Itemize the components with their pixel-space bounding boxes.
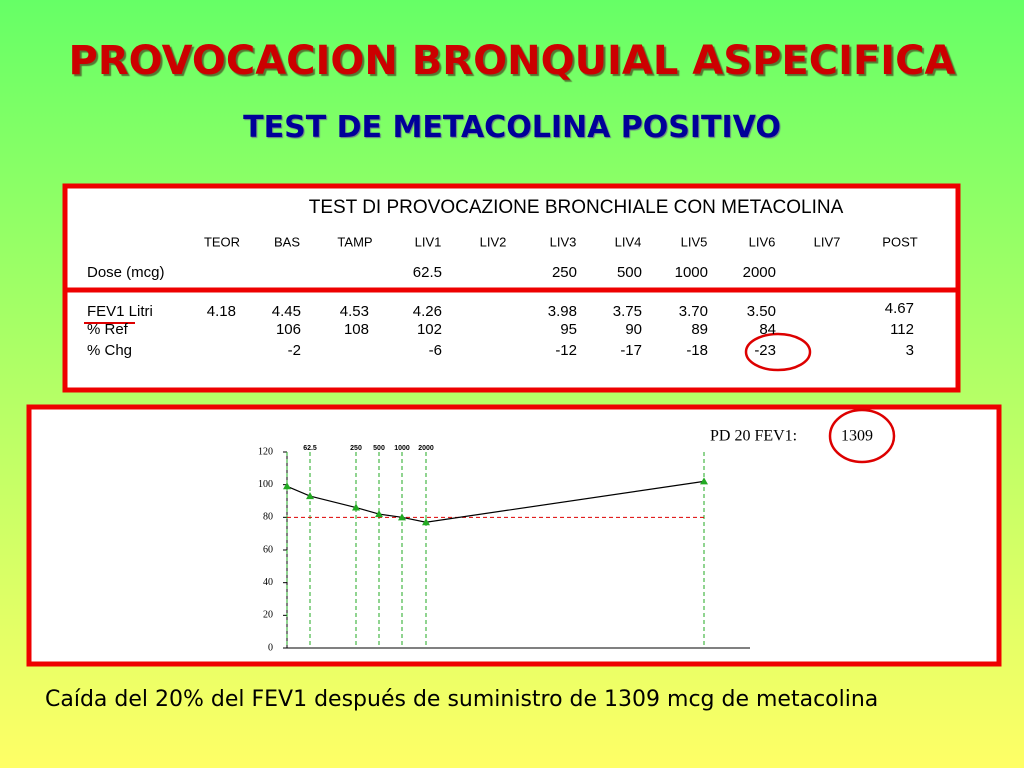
column-header: LIV6 [749,234,776,249]
slide-subtitle: TEST DE METACOLINA POSITIVO [243,110,781,145]
table-cell: 62.5 [413,264,442,281]
table-cell: -23 [754,342,776,359]
table-cell: 3.98 [548,303,577,320]
x-tick-label: 500 [373,445,385,452]
column-header: BAS [274,234,300,249]
table-title: TEST DI PROVOCAZIONE BRONCHIALE CON META… [309,197,844,218]
x-tick-label: 1000 [394,445,410,452]
table-cell: 250 [552,264,577,281]
table-cell: 4.45 [272,303,301,320]
y-tick-label: 120 [258,446,273,457]
y-tick-label: 60 [263,544,273,555]
row-label: % Ref [87,321,129,338]
table-cell: 3.70 [679,303,708,320]
data-marker [375,510,383,518]
row-label: % Chg [87,342,132,359]
data-marker [283,482,291,490]
table-cell: 3 [906,342,914,359]
table-cell: -12 [555,342,577,359]
caption: Caída del 20% del FEV1 después de sumini… [45,687,879,712]
column-header: LIV5 [681,234,708,249]
pd-value: 1309 [841,428,873,445]
table-cell: 1000 [675,264,708,281]
table-cell: -2 [288,342,301,359]
table-cell: 2000 [743,264,776,281]
table-cell: 89 [691,321,708,338]
table-cell: 90 [625,321,642,338]
data-marker [422,518,430,526]
column-header: TAMP [337,234,372,249]
column-header: TEOR [204,234,240,249]
data-marker [352,503,360,511]
data-marker [398,513,406,521]
y-tick-label: 40 [263,577,273,588]
pd-label: PD 20 FEV1: [710,428,797,445]
column-header: LIV3 [550,234,577,249]
table-cell: -6 [429,342,442,359]
table-cell: 500 [617,264,642,281]
x-tick-label: 250 [350,445,362,452]
table-inner-box [62,287,961,393]
slide-title: PROVOCACION BRONQUIAL ASPECIFICA [68,38,956,84]
column-header: LIV4 [615,234,642,249]
table-cell: 106 [276,321,301,338]
table-cell: 108 [344,321,369,338]
y-tick-label: 80 [263,512,273,523]
highlight-circle [828,408,896,464]
data-marker [306,492,314,500]
x-tick-label: 2000 [418,445,434,452]
column-header: LIV1 [415,234,442,249]
column-header: POST [882,234,917,249]
chart-box [26,404,1002,667]
row-label: FEV1 Litri [87,303,153,320]
table-cell: 102 [417,321,442,338]
column-header: LIV7 [814,234,841,249]
table-cell: 112 [890,321,914,338]
table-cell: 4.18 [207,303,236,320]
table-cell: 4.53 [340,303,369,320]
data-marker [700,477,708,485]
x-tick-label: 62.5 [303,445,317,452]
table-cell: 3.75 [613,303,642,320]
table-cell: -17 [620,342,642,359]
table-cell: 4.26 [413,303,442,320]
table-cell: 95 [560,321,577,338]
table-cell: 84 [759,321,776,338]
y-tick-label: 100 [258,479,273,490]
table-cell: 4.67 [885,300,914,317]
y-tick-label: 0 [268,642,273,653]
highlight-circle [744,332,812,372]
table-cell: -18 [686,342,708,359]
row-label: Dose (mcg) [87,264,165,281]
column-header: LIV2 [480,234,507,249]
table-cell: 3.50 [747,303,776,320]
y-tick-label: 20 [263,610,273,621]
